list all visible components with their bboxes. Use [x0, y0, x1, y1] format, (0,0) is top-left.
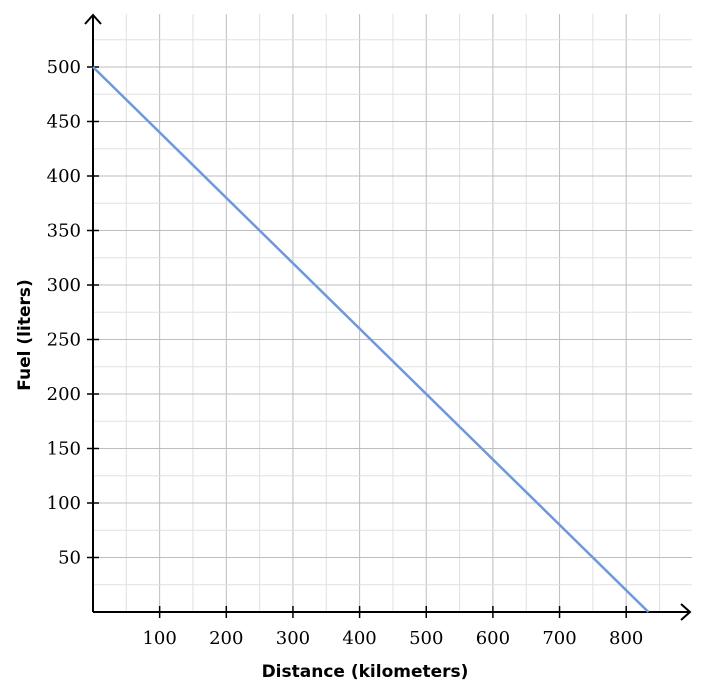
x-tick-label: 700 — [542, 628, 576, 649]
x-tick-label: 200 — [209, 628, 243, 649]
grid — [93, 14, 692, 612]
x-tick-label: 600 — [476, 628, 510, 649]
y-tick-label: 350 — [47, 221, 81, 242]
y-tick-label: 150 — [47, 439, 81, 460]
y-tick-label: 200 — [47, 384, 81, 405]
y-tick-label: 400 — [47, 166, 81, 187]
x-tick-label: 100 — [142, 628, 176, 649]
y-tick-label: 300 — [47, 275, 81, 296]
x-axis-arrow-icon — [680, 603, 692, 621]
series-line — [92, 66, 650, 613]
x-tick-label: 500 — [409, 628, 443, 649]
x-axis-label: Distance (kilometers) — [262, 662, 469, 682]
x-tick-label: 800 — [609, 628, 643, 649]
y-tick-label: 50 — [58, 548, 81, 569]
y-tick-label: 100 — [47, 493, 81, 514]
series — [92, 66, 650, 613]
y-tick-label: 500 — [47, 57, 81, 78]
y-axis-arrow-icon — [84, 13, 102, 25]
y-axis-label: Fuel (liters) — [15, 279, 35, 391]
y-tick-label: 450 — [47, 112, 81, 133]
axes — [84, 13, 692, 621]
x-tick-label: 300 — [276, 628, 310, 649]
ticks: 100 200 300 400 500 600 700 800 50 100 150 200 250 30… — [47, 57, 644, 649]
y-tick-label: 250 — [47, 330, 81, 351]
x-tick-label: 400 — [342, 628, 376, 649]
